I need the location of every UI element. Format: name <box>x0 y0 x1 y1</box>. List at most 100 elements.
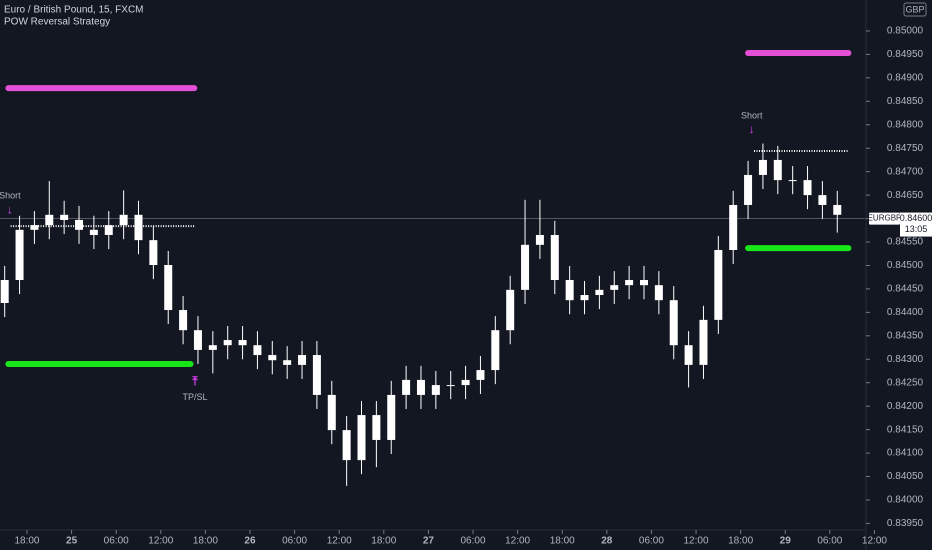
x-tick-label: 27 <box>423 536 435 547</box>
candle-body <box>699 319 708 365</box>
x-tick-label: 12:00 <box>684 536 709 547</box>
candle-body <box>461 379 470 386</box>
y-tick-label: 0.84400 <box>887 307 924 318</box>
x-tick-label: 06:00 <box>639 536 664 547</box>
candle-body <box>669 300 678 346</box>
currency-box[interactable] <box>903 2 927 17</box>
y-tick-label: 0.84000 <box>887 495 924 506</box>
candle-body <box>342 430 351 461</box>
candle-body <box>45 214 54 226</box>
signal-label: TP/SL <box>182 392 207 402</box>
candle-body <box>298 355 307 365</box>
candle-body <box>372 415 381 440</box>
candle-body <box>744 174 753 205</box>
signal-label: Short <box>0 190 21 200</box>
y-tick-label: 0.84550 <box>887 237 924 248</box>
y-tick-label: 0.84350 <box>887 330 924 341</box>
x-tick-label: 18:00 <box>728 536 753 547</box>
x-tick-label: 25 <box>66 536 78 547</box>
y-tick-label: 0.84800 <box>887 119 924 130</box>
x-tick-label: 29 <box>780 536 792 547</box>
candle-body <box>565 280 574 301</box>
candle-body <box>149 240 158 265</box>
x-tick-label: 18:00 <box>14 536 39 547</box>
candle-body <box>164 265 173 311</box>
candle-body <box>60 214 69 220</box>
candle-body <box>402 379 411 395</box>
candle-body <box>476 370 485 380</box>
candle-body <box>431 385 440 395</box>
candle-body <box>758 159 767 175</box>
candle-body <box>238 340 247 346</box>
candle-body <box>357 415 366 461</box>
candle-body <box>818 195 827 205</box>
signal-arrow: ⤒ <box>191 374 198 388</box>
y-tick-label: 0.84100 <box>887 448 924 459</box>
x-tick-label: 18:00 <box>550 536 575 547</box>
candle-body <box>506 289 515 331</box>
candle-body <box>283 360 292 365</box>
candle-body <box>729 204 738 250</box>
candle-body <box>446 385 455 387</box>
candle-body <box>639 280 648 286</box>
candle-body <box>193 330 202 350</box>
x-tick-label: 28 <box>601 536 613 547</box>
candle-body <box>654 285 663 301</box>
candle-body <box>610 285 619 290</box>
y-tick-label: 0.85000 <box>887 26 924 37</box>
candle-body <box>104 225 113 235</box>
y-tick-label: 0.84450 <box>887 284 924 295</box>
candle-body <box>535 234 544 245</box>
y-tick-label: 0.84300 <box>887 354 924 365</box>
candle-body <box>773 159 782 181</box>
x-tick-label: 26 <box>244 536 256 547</box>
candle-body <box>833 204 842 215</box>
candle-body <box>0 280 9 303</box>
y-tick-label: 0.84200 <box>887 401 924 412</box>
candle-body <box>416 379 425 395</box>
y-tick-label: 0.84850 <box>887 96 924 107</box>
candle-body <box>89 229 98 235</box>
candle-body <box>625 280 634 286</box>
last-price-name-box <box>869 212 900 225</box>
candle-body <box>595 289 604 296</box>
x-tick-label: 12:00 <box>327 536 352 547</box>
candle-body <box>491 330 500 371</box>
candle-body <box>75 219 84 230</box>
candle-body <box>30 225 39 230</box>
y-tick-label: 0.84900 <box>887 72 924 83</box>
signal-arrow: ↓ <box>7 202 13 216</box>
candle-body <box>312 355 321 395</box>
x-tick-label: 06:00 <box>104 536 129 547</box>
candle-body <box>714 249 723 320</box>
y-tick-label: 0.84650 <box>887 190 924 201</box>
candle-body <box>223 340 232 346</box>
y-tick-label: 0.84250 <box>887 377 924 388</box>
candle-body <box>580 295 589 301</box>
last-price-box <box>900 212 932 237</box>
candle-body <box>119 214 128 226</box>
indicator-name: POW Reversal Strategy <box>4 17 110 28</box>
y-tick-label: 0.83950 <box>887 518 924 529</box>
last-price-label: 0.84600 <box>900 213 932 223</box>
y-tick-label: 0.84050 <box>887 471 924 482</box>
candle-body <box>179 310 188 331</box>
candle-body <box>550 234 559 281</box>
signal-arrow: ↓ <box>749 122 755 136</box>
bar-countdown: 13:05 <box>905 224 928 234</box>
x-tick-label: 18:00 <box>371 536 396 547</box>
candle-body <box>15 229 24 281</box>
y-tick-label: 0.84950 <box>887 49 924 60</box>
x-tick-label: 06:00 <box>817 536 842 547</box>
y-tick-label: 0.84750 <box>887 143 924 154</box>
symbol-title: Euro / British Pound, 15, FXCM <box>4 5 144 16</box>
candle-body <box>253 345 262 356</box>
x-tick-label: 18:00 <box>193 536 218 547</box>
currency[interactable]: GBP <box>905 4 924 14</box>
candle-body <box>387 394 396 440</box>
x-tick-label: 12:00 <box>505 536 530 547</box>
candle-body <box>788 180 797 182</box>
x-tick-label: 12:00 <box>862 536 887 547</box>
